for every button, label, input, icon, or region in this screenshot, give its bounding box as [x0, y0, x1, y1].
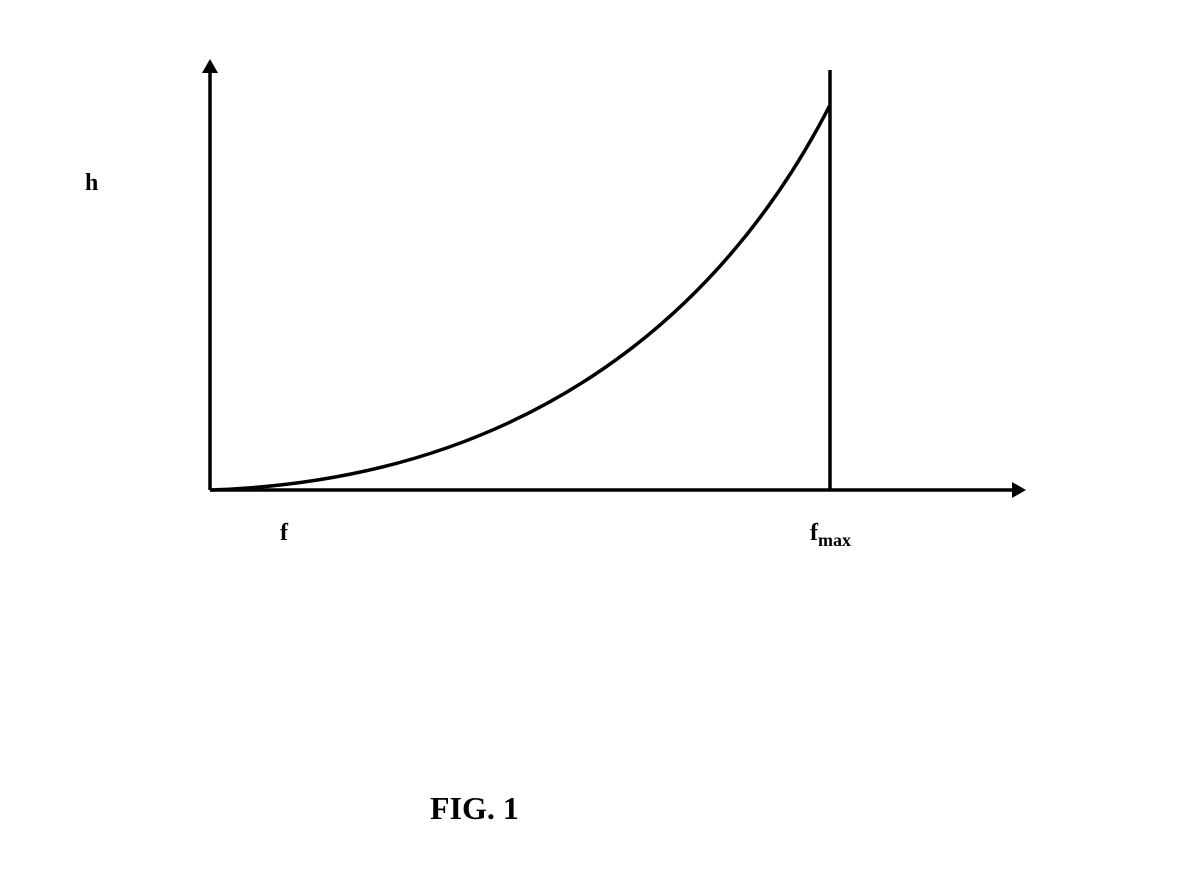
- figure-container: h f fmax FIG. 1: [0, 0, 1185, 887]
- x-axis-label-f: f: [280, 520, 288, 547]
- y-axis-label-text: h: [85, 170, 98, 196]
- x-axis-label-fmax: fmax: [810, 520, 851, 551]
- y-axis-arrow: [202, 59, 218, 73]
- x-axis-label-f-text: f: [280, 520, 288, 546]
- fmax-subscript: max: [818, 530, 851, 550]
- chart-svg-wrapper: [100, 30, 1050, 580]
- chart-svg: [100, 30, 1050, 580]
- x-axis-arrow: [1012, 482, 1026, 498]
- y-axis-label: h: [85, 170, 98, 197]
- figure-caption: FIG. 1: [430, 790, 519, 827]
- curve-path: [210, 105, 830, 490]
- fmax-base: f: [810, 520, 818, 546]
- figure-caption-text: FIG. 1: [430, 790, 519, 826]
